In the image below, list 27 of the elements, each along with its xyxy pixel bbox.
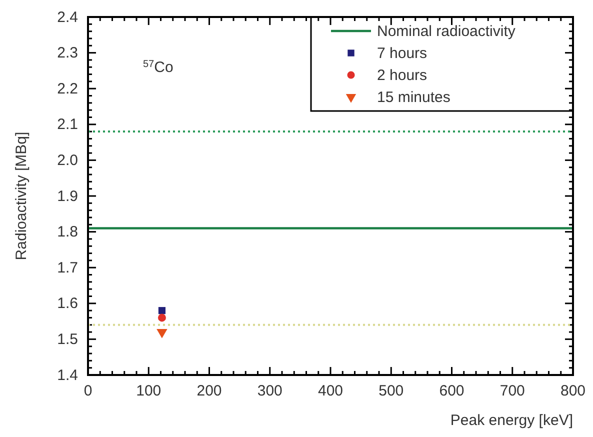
x-tick-label: 600 bbox=[439, 382, 464, 400]
x-tick-label: 100 bbox=[136, 382, 162, 400]
y-tick-label: 1.9 bbox=[57, 188, 78, 205]
x-tick-label: 0 bbox=[84, 382, 92, 400]
x-axis-title: Peak energy [keV] bbox=[450, 412, 573, 429]
y-tick-label: 2.4 bbox=[57, 8, 78, 26]
y-tick-label: 1.6 bbox=[57, 295, 78, 312]
y-tick-label: 1.5 bbox=[57, 331, 78, 348]
y-tick-label: 1.8 bbox=[57, 224, 78, 241]
legend-label: 2 hours bbox=[377, 67, 428, 84]
legend-label: 15 minutes bbox=[377, 89, 450, 106]
y-axis-title: Radioactivity [MBq] bbox=[13, 132, 30, 260]
y-tick-label: 2.2 bbox=[57, 80, 78, 98]
y-tick-label: 1.4 bbox=[57, 366, 78, 384]
x-tick-label: 400 bbox=[318, 382, 344, 400]
x-tick-label: 800 bbox=[560, 382, 586, 400]
y-tick-label: 2.0 bbox=[57, 152, 78, 169]
x-tick-label: 200 bbox=[196, 382, 222, 400]
x-tick-label: 300 bbox=[257, 382, 282, 400]
x-tick-label: 500 bbox=[378, 382, 404, 400]
x-tick-label: 700 bbox=[500, 382, 525, 400]
annotation: $^{57}$Co bbox=[143, 58, 174, 76]
legend-label: 7 hours bbox=[377, 45, 428, 62]
legend-label: Nominal radioactivity bbox=[377, 23, 516, 40]
y-tick-label: 1.7 bbox=[57, 259, 78, 276]
y-tick-label: 2.3 bbox=[57, 44, 78, 62]
y-tick-label: 2.1 bbox=[57, 116, 78, 134]
